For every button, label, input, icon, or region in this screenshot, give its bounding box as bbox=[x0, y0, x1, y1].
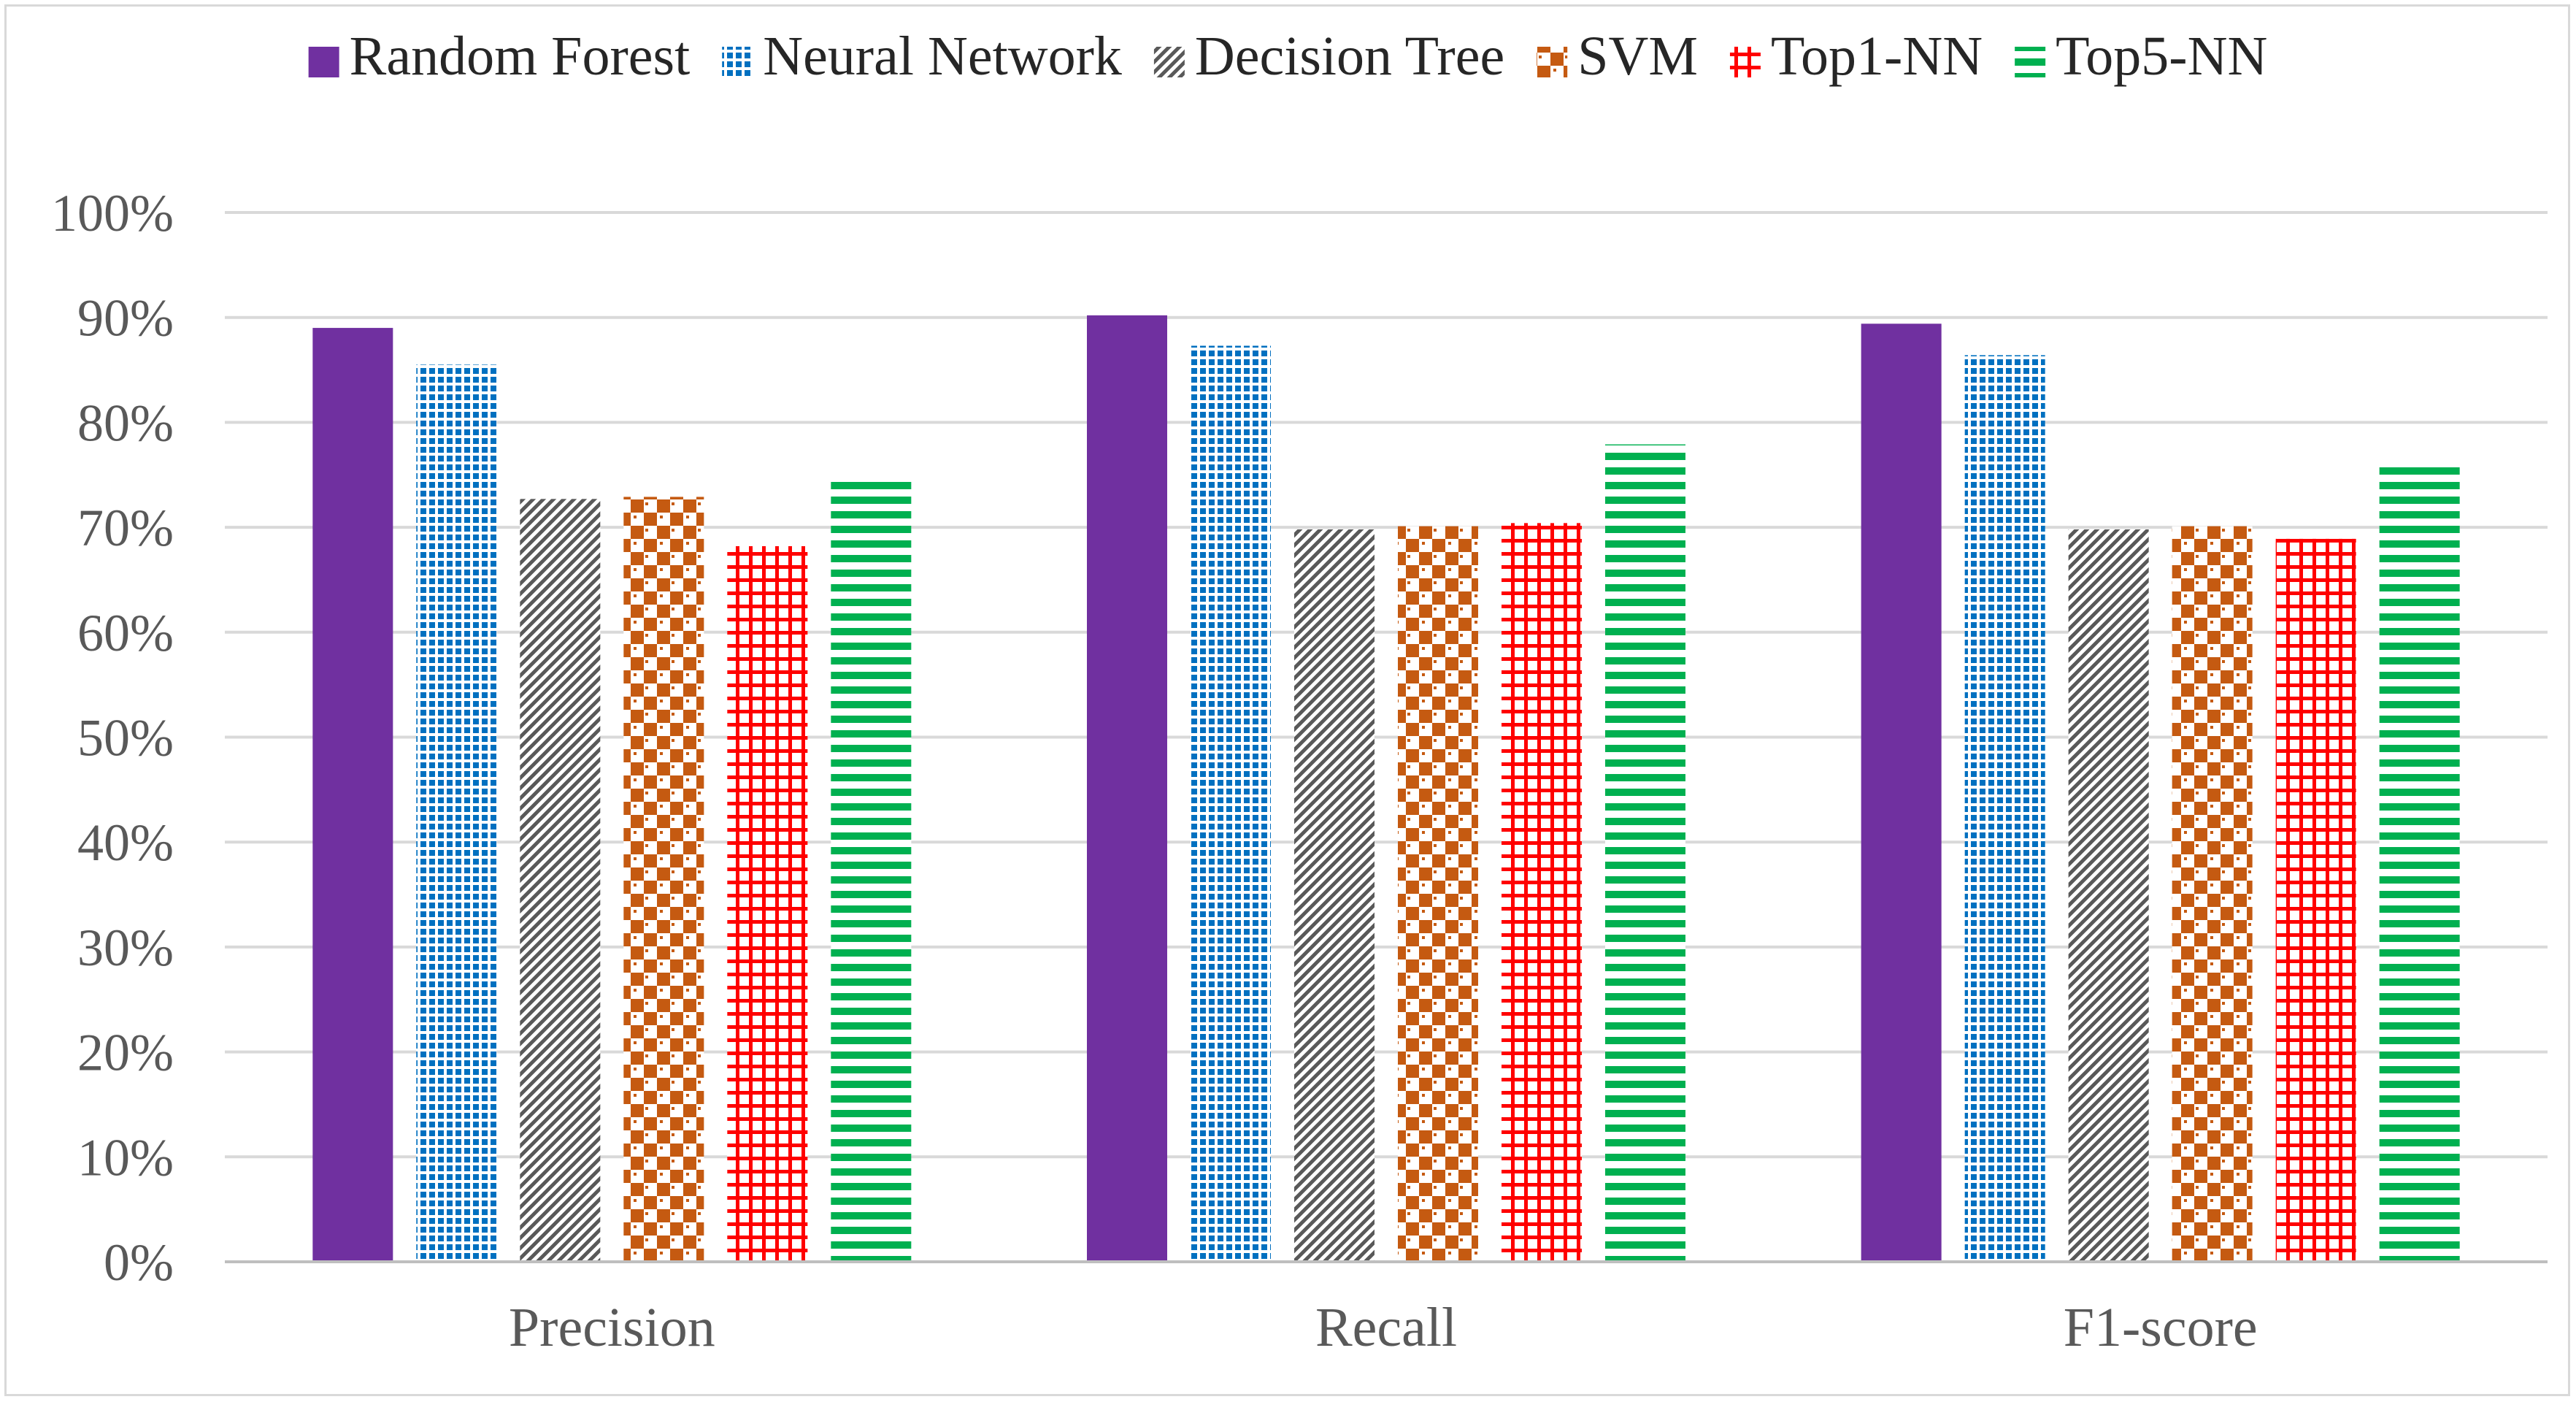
y-tick-label: 20% bbox=[77, 1024, 174, 1082]
legend-swatch bbox=[2015, 47, 2046, 77]
y-tick-label: 70% bbox=[77, 499, 174, 557]
bar-svm-f1-score bbox=[2172, 526, 2253, 1262]
y-tick-label: 0% bbox=[104, 1233, 174, 1292]
legend-label: Top5-NN bbox=[2056, 26, 2267, 87]
bar-decision-tree-f1-score bbox=[2068, 529, 2149, 1262]
x-category-label: Precision bbox=[509, 1297, 715, 1358]
bar-svm-precision bbox=[623, 497, 704, 1262]
legend-label: Neural Network bbox=[763, 26, 1122, 87]
y-tick-label: 60% bbox=[77, 604, 174, 662]
legend-swatch bbox=[1153, 47, 1185, 77]
x-category-label: Recall bbox=[1315, 1297, 1457, 1358]
legend-label: Decision Tree bbox=[1195, 26, 1504, 87]
legend-swatch bbox=[1729, 47, 1761, 77]
bar-neural-network-f1-score bbox=[1964, 355, 2045, 1262]
legend-item-neural-network: Neural Network bbox=[722, 26, 1122, 87]
bar-svm-recall bbox=[1398, 526, 1478, 1262]
x-axis-category-labels: Precision Recall F1-score bbox=[509, 1297, 2258, 1358]
y-tick-label: 40% bbox=[77, 813, 174, 872]
legend-item-top1-nn: Top1-NN bbox=[1729, 26, 1983, 87]
chart-legend: Random Forest Neural Network Decision Tree… bbox=[308, 26, 2267, 87]
bar-top1-nn-f1-score bbox=[2275, 538, 2356, 1262]
legend-item-svm: SVM bbox=[1537, 26, 1698, 87]
bar-decision-tree-precision bbox=[520, 499, 601, 1262]
legend-item-top5-nn: Top5-NN bbox=[2015, 26, 2267, 87]
y-tick-label: 30% bbox=[77, 919, 174, 977]
bar-top1-nn-recall bbox=[1502, 523, 1582, 1262]
bar-top1-nn-precision bbox=[727, 545, 808, 1262]
legend-item-decision-tree: Decision Tree bbox=[1153, 26, 1504, 87]
y-tick-label: 10% bbox=[77, 1128, 174, 1187]
bar-top5-nn-f1-score bbox=[2379, 461, 2460, 1262]
x-category-label: F1-score bbox=[2064, 1297, 2258, 1358]
bar-top5-nn-recall bbox=[1605, 444, 1685, 1262]
y-tick-label: 100% bbox=[51, 184, 174, 242]
y-tick-label: 90% bbox=[77, 289, 174, 348]
legend-label: SVM bbox=[1577, 26, 1698, 87]
bar-top5-nn-precision bbox=[831, 475, 912, 1262]
legend-item-random-forest: Random Forest bbox=[308, 26, 691, 87]
legend-label: Top1-NN bbox=[1771, 26, 1983, 87]
y-axis-tick-labels: 0% 10% 20% 30% 40% 50% 60% 70% 80% 90% 100% bbox=[51, 184, 174, 1292]
bar-random-forest-precision bbox=[312, 328, 393, 1262]
y-tick-label: 50% bbox=[77, 709, 174, 767]
chart-gridlines bbox=[225, 211, 2548, 1159]
bar-decision-tree-recall bbox=[1294, 529, 1374, 1262]
chart-bars bbox=[312, 315, 2460, 1263]
bar-random-forest-f1-score bbox=[1861, 323, 1942, 1262]
bar-random-forest-recall bbox=[1087, 315, 1167, 1263]
legend-swatch bbox=[308, 47, 339, 77]
bar-neural-network-recall bbox=[1191, 345, 1271, 1262]
bar-neural-network-precision bbox=[416, 364, 497, 1262]
legend-swatch bbox=[1537, 47, 1568, 77]
legend-label: Random Forest bbox=[350, 26, 691, 87]
legend-swatch bbox=[722, 47, 753, 77]
y-tick-label: 80% bbox=[77, 394, 174, 452]
